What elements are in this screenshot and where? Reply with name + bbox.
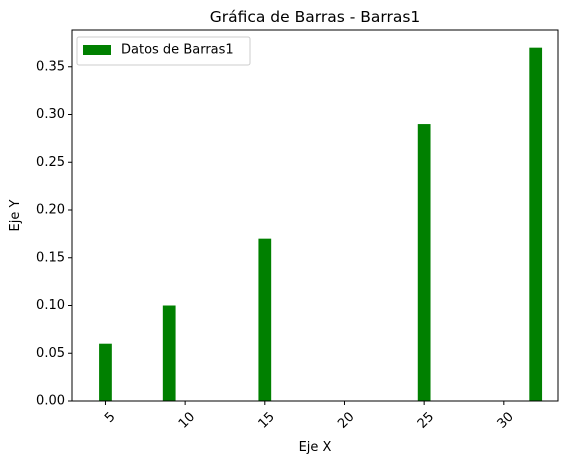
y-tick-label: 0.05 [36,346,65,361]
chart-title: Gráfica de Barras - Barras1 [210,8,421,26]
y-tick-label: 0.15 [36,250,65,265]
bar-5 [99,344,112,401]
y-axis-label: Eje Y [8,199,23,231]
bar-9 [163,306,176,401]
y-tick-label: 0.25 [36,155,65,170]
y-tick-label: 0.30 [36,107,65,122]
y-tick-label: 0.20 [36,203,65,218]
bar-25 [418,124,431,401]
legend-label: Datos de Barras1 [121,43,234,58]
bar-15 [258,239,271,401]
x-axis-label: Eje X [299,440,332,455]
bar-32 [529,48,542,401]
y-tick-label: 0.10 [36,298,65,313]
y-tick-label: 0.35 [36,59,65,74]
legend-swatch [83,45,111,55]
y-tick-label: 0.00 [36,394,65,409]
legend: Datos de Barras1 [77,37,250,65]
